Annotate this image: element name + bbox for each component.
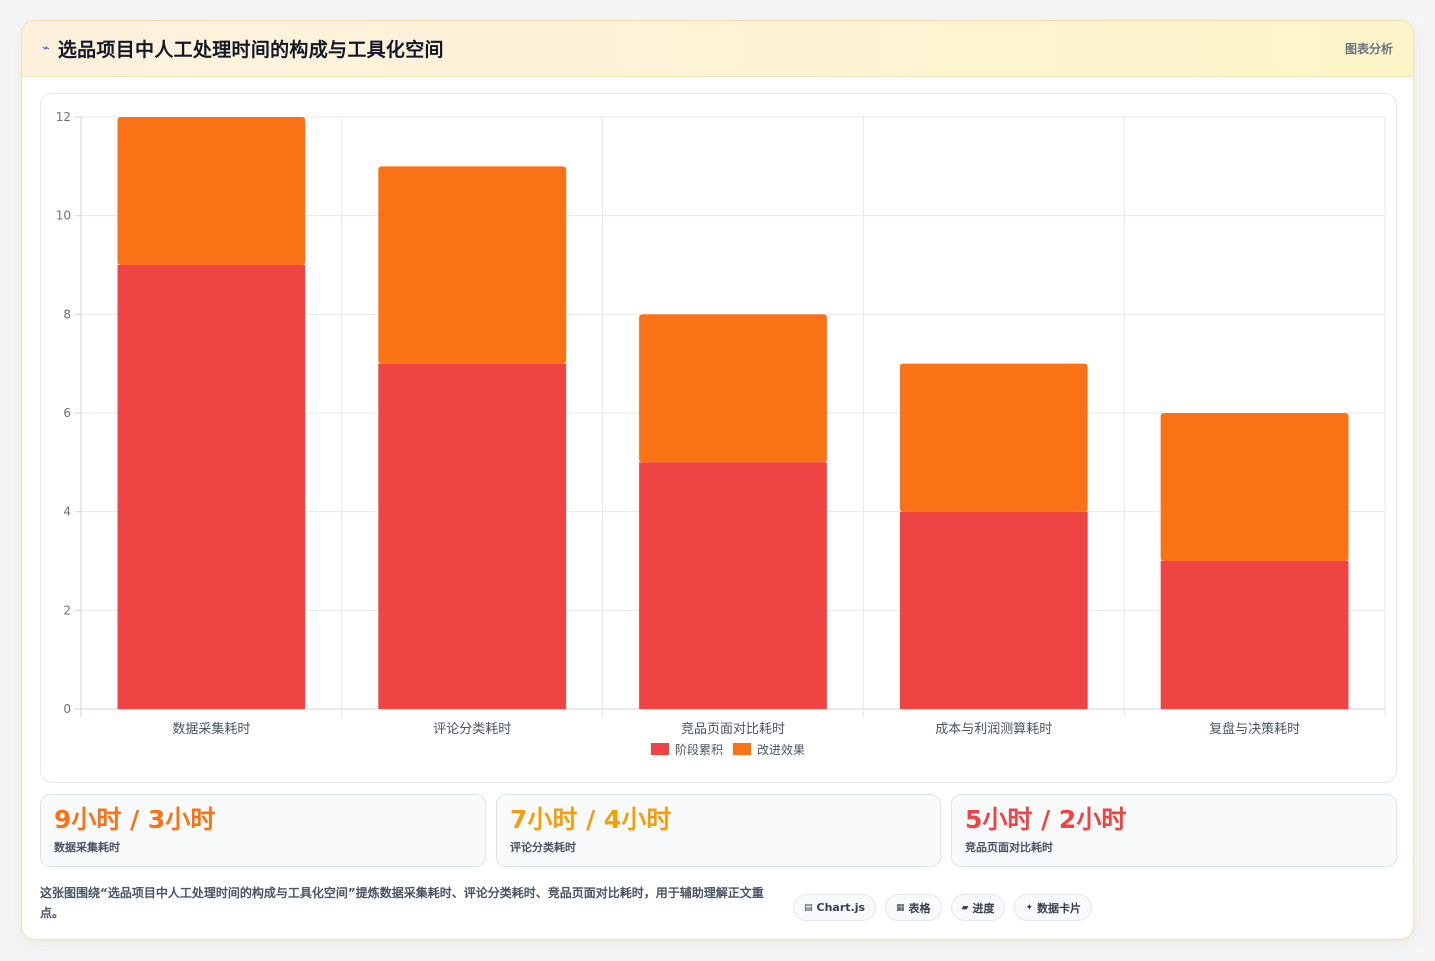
y-tick-label: 0 (63, 702, 71, 716)
legend-label: 改进效果 (757, 742, 805, 757)
chip-data-card[interactable]: ✦ 数据卡片 (1014, 894, 1093, 921)
y-tick-label: 2 (63, 603, 71, 617)
bar-improvement-effect (378, 166, 567, 364)
card-header: ⌁ 选品项目中人工处理时间的构成与工具化空间 图表分析 (22, 21, 1413, 77)
bar-stage-cumulative (639, 462, 827, 709)
y-tick-label: 12 (56, 110, 71, 124)
chip-label: 进度 (972, 901, 995, 915)
bar-improvement-effect (639, 314, 827, 463)
bar-improvement-effect (1160, 413, 1349, 561)
sparkle-icon: ✦ (1025, 902, 1034, 913)
chart-analysis-tag: 图表分析 (1344, 42, 1393, 56)
x-tick-label: 复盘与决策耗时 (1209, 721, 1300, 737)
x-tick-label: 成本与利润测算耗时 (935, 722, 1052, 737)
y-tick-label: 8 (63, 307, 71, 321)
x-tick-label: 竞品页面对比耗时 (681, 721, 785, 737)
stat-label: 竞品页面对比耗时 (965, 841, 1053, 854)
stat-value: 7小时 / 4小时 (510, 805, 672, 834)
stat-card-3: 5小时 / 2小时 竞品页面对比耗时 (951, 794, 1397, 867)
chip-progress[interactable]: ▰ 进度 (950, 894, 1006, 921)
chip-table[interactable]: ▦ 表格 (885, 894, 942, 921)
stacked-bar-chart: 0 2 4 6 8 10 12 数据采集耗时 评论分类耗时 竞品页面对比耗时 成本与利润测算耗时 复盘… (56, 110, 1386, 757)
stat-label: 数据采集耗时 (54, 841, 120, 854)
bar-stage-cumulative (1160, 561, 1349, 709)
stat-label: 评论分类耗时 (510, 841, 576, 854)
stat-value: 9小时 / 3小时 (54, 805, 216, 834)
legend-swatch (651, 743, 669, 755)
bar-stage-cumulative (899, 511, 1088, 709)
chart-container: 0 2 4 6 8 10 12 数据采集耗时 评论分类耗时 竞品页面对比耗时 成本与利润测算耗时 复盘… (40, 93, 1397, 783)
stat-card-1: 9小时 / 3小时 数据采集耗时 (40, 794, 486, 867)
stat-card-2: 7小时 / 4小时 评论分类耗时 (496, 794, 941, 867)
chart-card: ⌁ 选品项目中人工处理时间的构成与工具化空间 图表分析 0 2 4 6 8 10 12 数据采… (21, 20, 1414, 940)
bar-stage-cumulative (117, 265, 306, 709)
chart-description: 这张图围绕“选品项目中人工处理时间的构成与工具化空间”提炼数据采集耗时、评论分类… (40, 886, 764, 920)
tech-chips: ▤ Chart.js ▦ 表格 ▰ 进度 ✦ 数据卡片 (793, 894, 1101, 921)
y-tick-label: 6 (63, 406, 71, 420)
y-tick-label: 10 (56, 209, 71, 223)
chip-label: 数据卡片 (1037, 901, 1082, 915)
chart-icon: ⌁ (42, 41, 50, 56)
bar-improvement-effect (899, 363, 1088, 512)
y-tick-label: 4 (63, 505, 71, 519)
chart-icon: ▤ (804, 902, 813, 913)
bar-improvement-effect (117, 117, 306, 265)
bar-stage-cumulative (378, 363, 567, 709)
table-icon: ▦ (896, 902, 905, 913)
legend-label: 阶段累积 (675, 742, 723, 757)
chip-label: 表格 (908, 901, 931, 915)
page-title: 选品项目中人工处理时间的构成与工具化空间 (57, 39, 444, 61)
chip-label: Chart.js (816, 901, 866, 914)
legend-swatch (733, 743, 751, 755)
chip-chartjs[interactable]: ▤ Chart.js (793, 894, 877, 921)
stat-value: 5小时 / 2小时 (965, 805, 1127, 834)
x-tick-label: 数据采集耗时 (172, 721, 250, 737)
x-tick-label: 评论分类耗时 (433, 722, 511, 737)
progress-icon: ▰ (961, 902, 969, 913)
